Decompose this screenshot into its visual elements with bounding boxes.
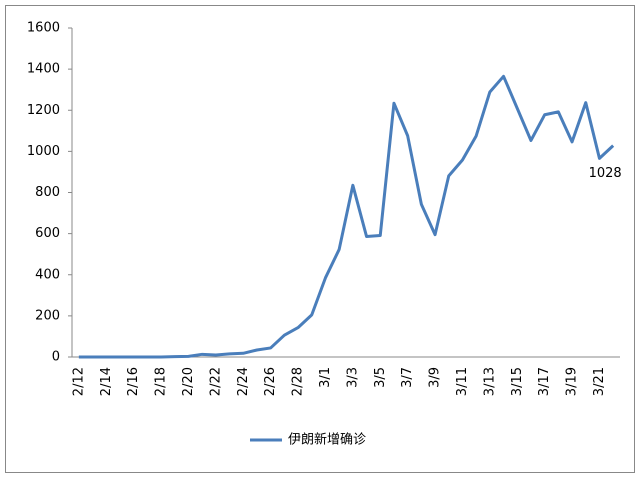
x-tick-label: 2/18	[154, 367, 169, 396]
x-tick-label: 3/9	[428, 367, 443, 388]
legend-label: 伊朗新增确诊	[288, 432, 366, 448]
y-tick-label: 0	[52, 350, 60, 365]
x-tick-label: 3/13	[482, 367, 497, 396]
x-tick-label: 2/20	[181, 367, 196, 396]
x-tick-label: 3/5	[373, 367, 388, 388]
y-tick-label: 1400	[27, 62, 60, 77]
x-tick-label: 2/12	[71, 367, 86, 396]
y-tick-label: 200	[35, 308, 60, 323]
y-tick-label: 600	[35, 226, 60, 241]
y-tick-label: 1000	[27, 144, 60, 159]
x-tick-label: 3/1	[318, 367, 333, 388]
x-tick-label: 3/3	[345, 367, 360, 388]
data-line	[78, 74, 615, 359]
x-tick-label: 3/7	[400, 367, 415, 388]
y-tick-label: 400	[35, 267, 60, 282]
x-tick-label: 2/26	[263, 367, 278, 396]
x-tick-label: 2/24	[236, 367, 251, 396]
y-tick-label: 800	[35, 185, 60, 200]
chart-border	[5, 5, 635, 473]
x-tick-label: 3/19	[565, 367, 580, 396]
x-tick-label: 2/14	[99, 367, 114, 396]
x-tick-label: 2/28	[291, 367, 306, 396]
y-tick-label: 1200	[27, 103, 60, 118]
x-tick-label: 3/21	[592, 367, 607, 396]
x-tick-label: 3/17	[537, 367, 552, 396]
x-tick-label: 2/22	[208, 367, 223, 396]
x-tick-label: 3/15	[510, 367, 525, 396]
x-tick-label: 3/11	[455, 367, 470, 396]
data-label: 1028	[589, 166, 622, 181]
y-tick-label: 1600	[27, 21, 60, 36]
x-tick-label: 2/16	[126, 367, 141, 396]
